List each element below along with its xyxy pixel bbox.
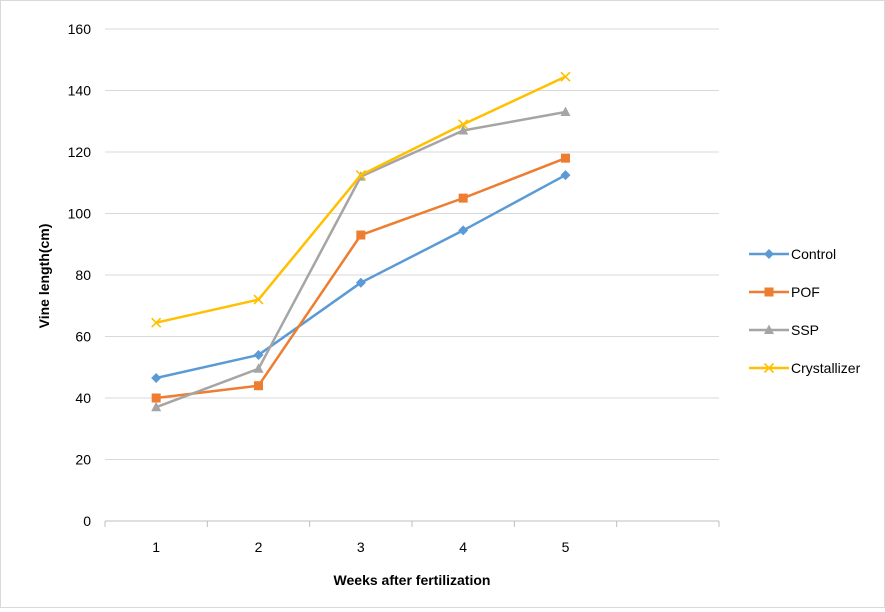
data-point <box>458 225 469 236</box>
data-point <box>764 324 774 334</box>
x-tick-label: 5 <box>562 539 570 555</box>
data-point <box>253 294 264 305</box>
data-point <box>458 193 468 203</box>
y-tick-label: 120 <box>68 144 92 160</box>
series-line-control <box>155 173 567 380</box>
data-point <box>763 362 775 374</box>
y-tick-label: 160 <box>68 21 92 37</box>
data-point <box>254 381 263 391</box>
y-tick-label: 140 <box>68 83 92 99</box>
y-tick-label: 60 <box>75 329 91 345</box>
legend: Control POF SSP Crystallizer <box>749 246 861 376</box>
data-point <box>560 106 571 117</box>
legend-item: POF <box>749 284 820 300</box>
data-point <box>151 401 162 412</box>
legend-label: POF <box>791 284 820 300</box>
legend-item: Crystallizer <box>749 360 861 376</box>
y-tick-label: 0 <box>83 513 91 529</box>
gridlines <box>105 28 719 460</box>
data-point <box>764 287 774 297</box>
y-tick-labels: 0 20 40 60 80 100 120 140 160 <box>68 21 92 529</box>
data-point <box>764 249 774 259</box>
y-tick-label: 100 <box>68 206 92 222</box>
data-point <box>151 393 161 403</box>
data-point <box>560 170 571 181</box>
series-lines <box>151 71 571 412</box>
x-tick-label: 3 <box>357 539 365 555</box>
data-point <box>356 230 366 240</box>
y-tick-label: 80 <box>75 267 91 283</box>
data-point <box>458 124 469 135</box>
data-point <box>561 153 570 163</box>
x-axis-title: Weeks after fertilization <box>334 572 491 588</box>
legend-item: SSP <box>749 322 819 338</box>
legend-label: Control <box>791 246 836 262</box>
x-tick-label: 2 <box>255 539 263 555</box>
data-point <box>458 119 469 130</box>
y-tick-label: 20 <box>75 452 91 468</box>
data-point <box>253 363 264 373</box>
data-point <box>253 349 264 360</box>
x-tick-label: 4 <box>459 539 467 555</box>
data-point <box>355 169 366 181</box>
x-tick-labels: 1 2 3 4 5 <box>152 539 569 555</box>
axes <box>104 520 720 527</box>
data-point <box>151 317 162 328</box>
data-point <box>151 373 162 384</box>
data-point <box>355 277 366 288</box>
y-tick-label: 40 <box>75 390 91 406</box>
legend-item: Control <box>749 246 836 262</box>
y-axis-title: Vine length(cm) <box>36 224 52 329</box>
legend-label: Crystallizer <box>791 360 861 376</box>
data-point <box>560 71 571 82</box>
x-tick-label: 1 <box>152 539 160 555</box>
legend-label: SSP <box>791 322 819 338</box>
